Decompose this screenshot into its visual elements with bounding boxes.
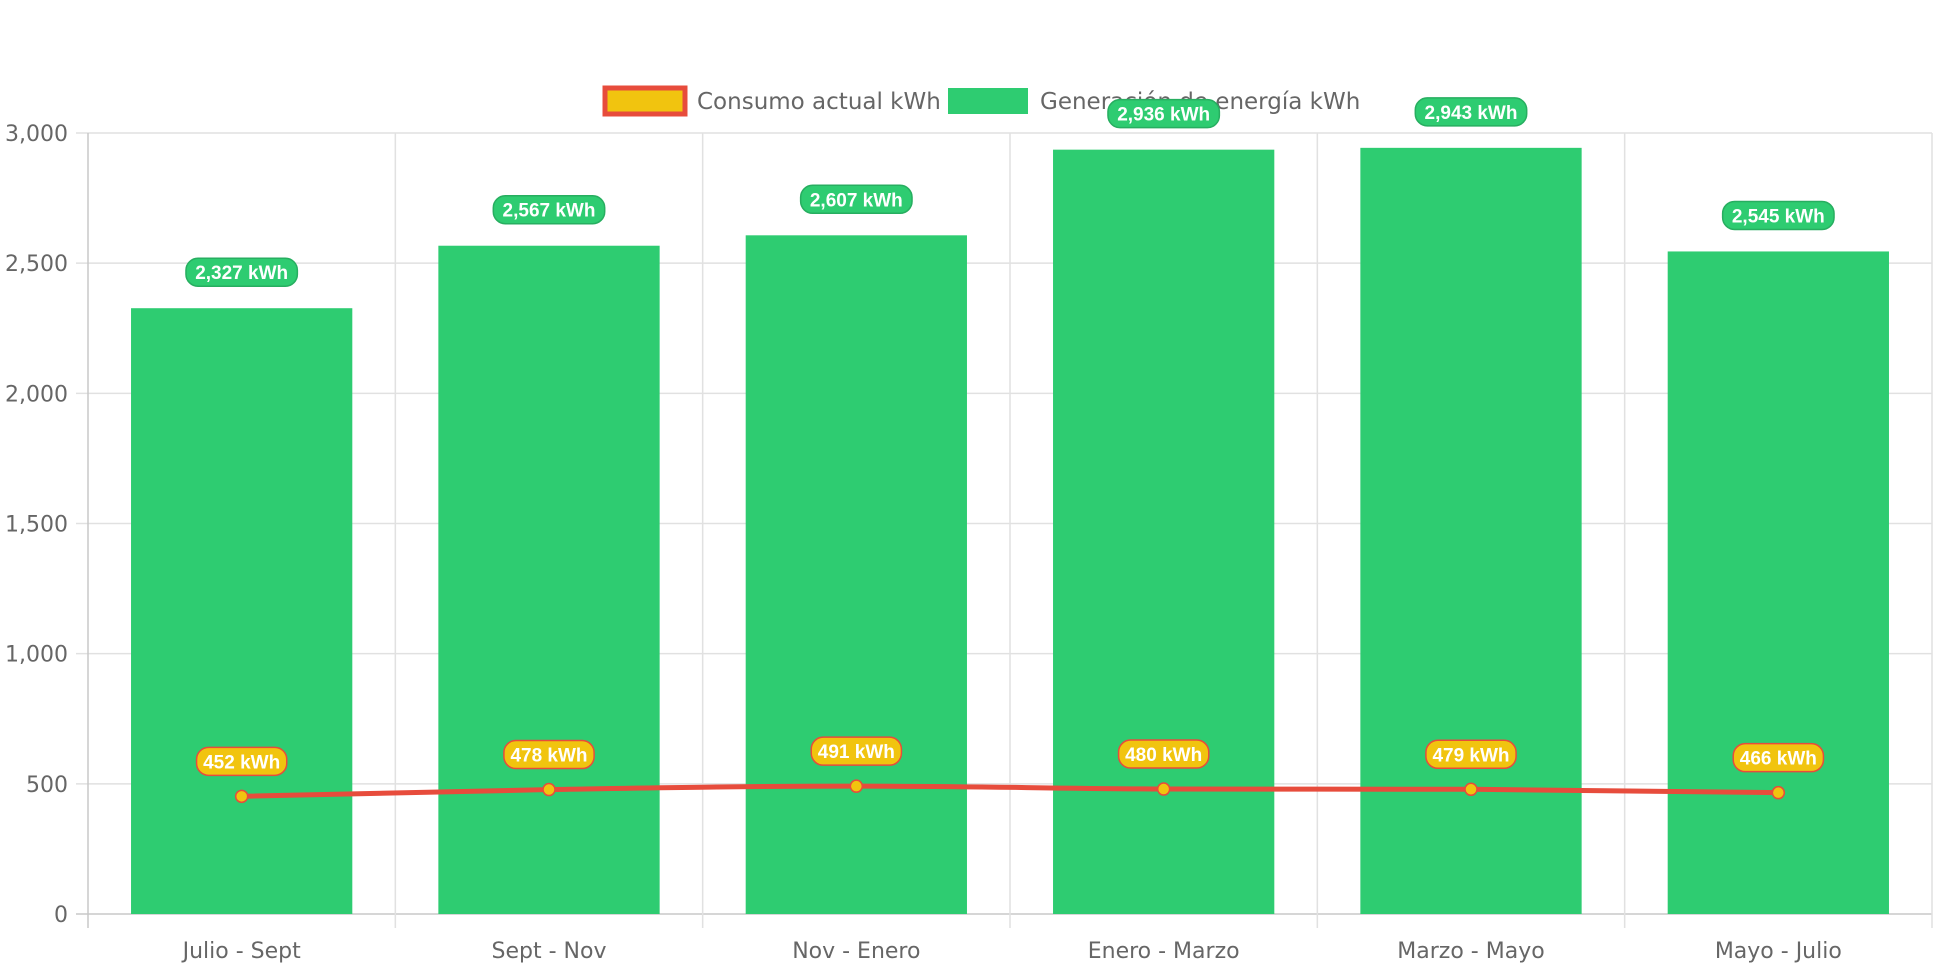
bar-value-label: 2,607 kWh bbox=[799, 184, 913, 215]
line-value-label: 480 kWh bbox=[1117, 739, 1210, 769]
line-value-label-text: 478 kWh bbox=[510, 746, 587, 767]
bar-value-label-bg bbox=[1414, 97, 1528, 127]
bar-value-label: 2,943 kWh bbox=[1414, 97, 1528, 127]
bar-value-label-text: 2,567 kWh bbox=[503, 201, 596, 222]
line-point[interactable] bbox=[234, 789, 249, 804]
line-value-label: 491 kWh bbox=[810, 736, 903, 766]
bar-series bbox=[131, 147, 1889, 915]
line-point[interactable] bbox=[1156, 782, 1171, 796]
bar-value-label: 2,327 kWh bbox=[185, 257, 299, 287]
line-value-label-bg bbox=[1425, 739, 1517, 770]
bar-value-label-bg bbox=[799, 184, 913, 215]
line-value-label-text: 491 kWh bbox=[818, 742, 895, 763]
bar-value-label-bg bbox=[1721, 200, 1835, 231]
x-tick-label: Enero - Marzo bbox=[1088, 939, 1240, 964]
legend-swatch-consumo bbox=[602, 85, 688, 117]
y-tick-label: 1,000 bbox=[5, 643, 68, 668]
bar-value-label-bg bbox=[492, 194, 606, 225]
y-tick-label: 0 bbox=[54, 903, 68, 928]
x-tick-label: Julio - Sept bbox=[181, 939, 302, 964]
bar[interactable] bbox=[745, 235, 967, 914]
line-value-label-bg bbox=[1732, 742, 1825, 773]
y-tick-label: 2,000 bbox=[5, 382, 68, 407]
line-point[interactable] bbox=[849, 779, 864, 793]
bar-value-label-text: 2,607 kWh bbox=[810, 190, 903, 211]
line-value-label-text: 452 kWh bbox=[203, 752, 280, 773]
x-tick-label: Sept - Nov bbox=[492, 939, 607, 964]
axes: 0 500 1,000 1,500 2,000 2,500 3,000 Julio - Sep… bbox=[5, 122, 1842, 964]
bar[interactable] bbox=[438, 245, 660, 914]
bar-value-label-text: 2,936 kWh bbox=[1117, 105, 1210, 126]
grid bbox=[76, 132, 1933, 928]
y-tick-label: 1,500 bbox=[5, 513, 68, 538]
bar[interactable] bbox=[1053, 149, 1275, 915]
bar[interactable] bbox=[1360, 147, 1582, 915]
bar-value-label: 2,545 kWh bbox=[1721, 200, 1835, 231]
y-tick-label: 500 bbox=[26, 773, 68, 798]
legend-label-consumo: Consumo actual kWh bbox=[697, 89, 941, 115]
x-tick-label: Marzo - Mayo bbox=[1397, 939, 1544, 964]
line-value-label: 452 kWh bbox=[195, 746, 288, 777]
line-value-label-text: 480 kWh bbox=[1125, 745, 1202, 766]
bar-value-label: 2,567 kWh bbox=[492, 194, 606, 225]
line-path bbox=[241, 783, 1779, 799]
bar-value-label: 2,936 kWh bbox=[1107, 98, 1221, 129]
line-value-label: 478 kWh bbox=[503, 739, 595, 770]
bar-value-label-text: 2,545 kWh bbox=[1732, 206, 1825, 227]
x-tick-label: Nov - Enero bbox=[792, 939, 920, 964]
line-series bbox=[234, 779, 1786, 804]
y-tick-label: 2,500 bbox=[5, 252, 68, 277]
line-value-label-bg bbox=[503, 739, 595, 770]
bar-value-label-bg bbox=[185, 257, 299, 287]
line-point[interactable] bbox=[1771, 785, 1786, 800]
line-value-label-text: 466 kWh bbox=[1740, 749, 1817, 770]
bar-value-label-text: 2,327 kWh bbox=[195, 263, 288, 284]
line-value-label-bg bbox=[1117, 739, 1210, 769]
bar[interactable] bbox=[131, 308, 353, 914]
line-value-label-bg bbox=[195, 746, 288, 777]
legend-swatch-generacion bbox=[948, 88, 1028, 114]
data-labels: 2,327 kWh 2,567 kWh 2,607 kWh 2,936 kWh 2,94… bbox=[185, 97, 1835, 777]
line-point[interactable] bbox=[1464, 782, 1478, 797]
legend-item-consumo[interactable]: Consumo actual kWh bbox=[602, 85, 941, 117]
line-value-label: 479 kWh bbox=[1425, 739, 1517, 770]
line-value-label-text: 479 kWh bbox=[1432, 745, 1509, 766]
y-tick-label: 3,000 bbox=[5, 122, 68, 147]
bar-value-label-bg bbox=[1107, 98, 1221, 129]
line-value-label: 466 kWh bbox=[1732, 742, 1825, 773]
x-tick-label: Mayo - Julio bbox=[1715, 939, 1842, 964]
line-value-label-bg bbox=[810, 736, 903, 766]
line-point[interactable] bbox=[542, 782, 556, 797]
bar[interactable] bbox=[1667, 251, 1889, 914]
bar-value-label-text: 2,943 kWh bbox=[1425, 103, 1518, 124]
